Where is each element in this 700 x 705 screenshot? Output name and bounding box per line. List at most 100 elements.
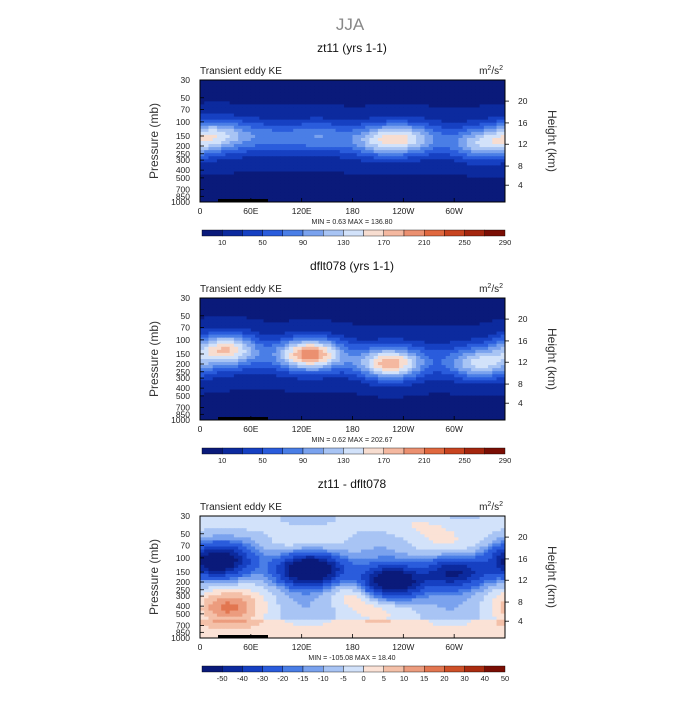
heatmap-cell bbox=[225, 310, 230, 314]
heatmap-cell bbox=[403, 190, 408, 194]
heatmap-cell bbox=[247, 383, 252, 387]
heatmap-cell bbox=[386, 111, 391, 115]
heatmap-cell bbox=[306, 329, 311, 333]
heatmap-cell bbox=[302, 123, 307, 127]
heatmap-cell bbox=[280, 307, 285, 311]
heatmap-cell bbox=[217, 332, 222, 336]
heatmap-cell bbox=[488, 120, 493, 124]
heatmap-cell bbox=[458, 86, 463, 90]
heatmap-cell bbox=[272, 172, 277, 176]
heatmap-cell bbox=[353, 332, 358, 336]
heatmap-cell bbox=[323, 83, 328, 87]
heatmap-cell bbox=[492, 332, 497, 336]
heatmap-cell bbox=[268, 138, 273, 142]
heatmap-cell bbox=[416, 338, 421, 342]
heatmap-cell bbox=[217, 371, 222, 375]
units-label: m2/s2 bbox=[479, 283, 503, 295]
colorbar-segment bbox=[202, 230, 222, 236]
heatmap-cell bbox=[276, 135, 281, 139]
heatmap-cell bbox=[471, 344, 476, 348]
heatmap-cell bbox=[297, 313, 302, 317]
heatmap-cell bbox=[348, 344, 353, 348]
heatmap-cell bbox=[446, 298, 451, 302]
heatmap-cell bbox=[217, 89, 222, 93]
heatmap-cell bbox=[382, 80, 387, 84]
heatmap-cell bbox=[285, 80, 290, 84]
heatmap-cell bbox=[247, 120, 252, 124]
heatmap-cell bbox=[230, 117, 235, 121]
heatmap-cell bbox=[280, 132, 285, 136]
heatmap-cell bbox=[480, 362, 485, 366]
heatmap-cell bbox=[319, 141, 324, 145]
heatmap-cell bbox=[458, 114, 463, 118]
heatmap-cell bbox=[391, 114, 396, 118]
heatmap-cell bbox=[437, 101, 442, 105]
heatmap-cell bbox=[272, 181, 277, 185]
heatmap-cell bbox=[302, 338, 307, 342]
heatmap-cell bbox=[331, 359, 336, 363]
heatmap-cell bbox=[293, 356, 298, 360]
heatmap-cell bbox=[251, 83, 256, 87]
heatmap-cell bbox=[259, 150, 264, 154]
heatmap-cell bbox=[488, 165, 493, 169]
heatmap-cell bbox=[420, 341, 425, 345]
heatmap-cell bbox=[217, 95, 222, 99]
heatmap-cell bbox=[480, 153, 485, 157]
heatmap-cell bbox=[213, 89, 218, 93]
heatmap-cell bbox=[297, 371, 302, 375]
heatmap-cell bbox=[399, 319, 404, 323]
heatmap-cell bbox=[467, 187, 472, 191]
heatmap-cell bbox=[297, 111, 302, 115]
heatmap-cell bbox=[369, 123, 374, 127]
heatmap-cell bbox=[268, 86, 273, 90]
heatmap-cell bbox=[314, 341, 319, 345]
heatmap-cell bbox=[251, 138, 256, 142]
heatmap-cell bbox=[420, 356, 425, 360]
heatmap-cell bbox=[488, 107, 493, 111]
heatmap-cell bbox=[204, 168, 209, 172]
heatmap-cell bbox=[327, 165, 332, 169]
heatmap-cell bbox=[251, 178, 256, 182]
heatmap-cell bbox=[336, 335, 341, 339]
heatmap-cell bbox=[331, 150, 336, 154]
heatmap-cell bbox=[446, 319, 451, 323]
heatmap-cell bbox=[446, 332, 451, 336]
heatmap-cell bbox=[399, 178, 404, 182]
heatmap-cell bbox=[225, 374, 230, 378]
heatmap-cell bbox=[208, 126, 213, 130]
heatmap-cell bbox=[441, 368, 446, 372]
heatmap-cell bbox=[327, 368, 332, 372]
heatmap-cell bbox=[285, 338, 290, 342]
heatmap-cell bbox=[386, 153, 391, 157]
heatmap-cell bbox=[433, 129, 438, 133]
heatmap-cell bbox=[230, 338, 235, 342]
heatmap-cell bbox=[234, 350, 239, 354]
heatmap-cell bbox=[425, 172, 430, 176]
heatmap-cell bbox=[353, 92, 358, 96]
heatmap-cell bbox=[221, 338, 226, 342]
heatmap-cell bbox=[268, 307, 273, 311]
heatmap-cell bbox=[441, 126, 446, 130]
heatmap-cell bbox=[280, 150, 285, 154]
heatmap-cell bbox=[361, 175, 366, 179]
heatmap-cell bbox=[458, 135, 463, 139]
heatmap-field bbox=[200, 298, 506, 421]
heatmap-cell bbox=[357, 129, 362, 133]
heatmap-cell bbox=[471, 95, 476, 99]
heatmap-cell bbox=[420, 86, 425, 90]
heatmap-cell bbox=[403, 159, 408, 163]
heatmap-cell bbox=[306, 187, 311, 191]
heatmap-cell bbox=[204, 80, 209, 84]
heatmap-cell bbox=[200, 138, 205, 142]
heatmap-cell bbox=[251, 95, 256, 99]
heatmap-cell bbox=[251, 356, 256, 360]
heatmap-cell bbox=[365, 181, 370, 185]
heatmap-cell bbox=[416, 316, 421, 320]
heatmap-cell bbox=[475, 123, 480, 127]
heatmap-cell bbox=[319, 104, 324, 108]
heatmap-cell bbox=[285, 101, 290, 105]
panel-title: dflt078 (yrs 1-1) bbox=[310, 259, 394, 273]
heatmap-cell bbox=[221, 138, 226, 142]
heatmap-cell bbox=[344, 165, 349, 169]
heatmap-cell bbox=[475, 319, 480, 323]
